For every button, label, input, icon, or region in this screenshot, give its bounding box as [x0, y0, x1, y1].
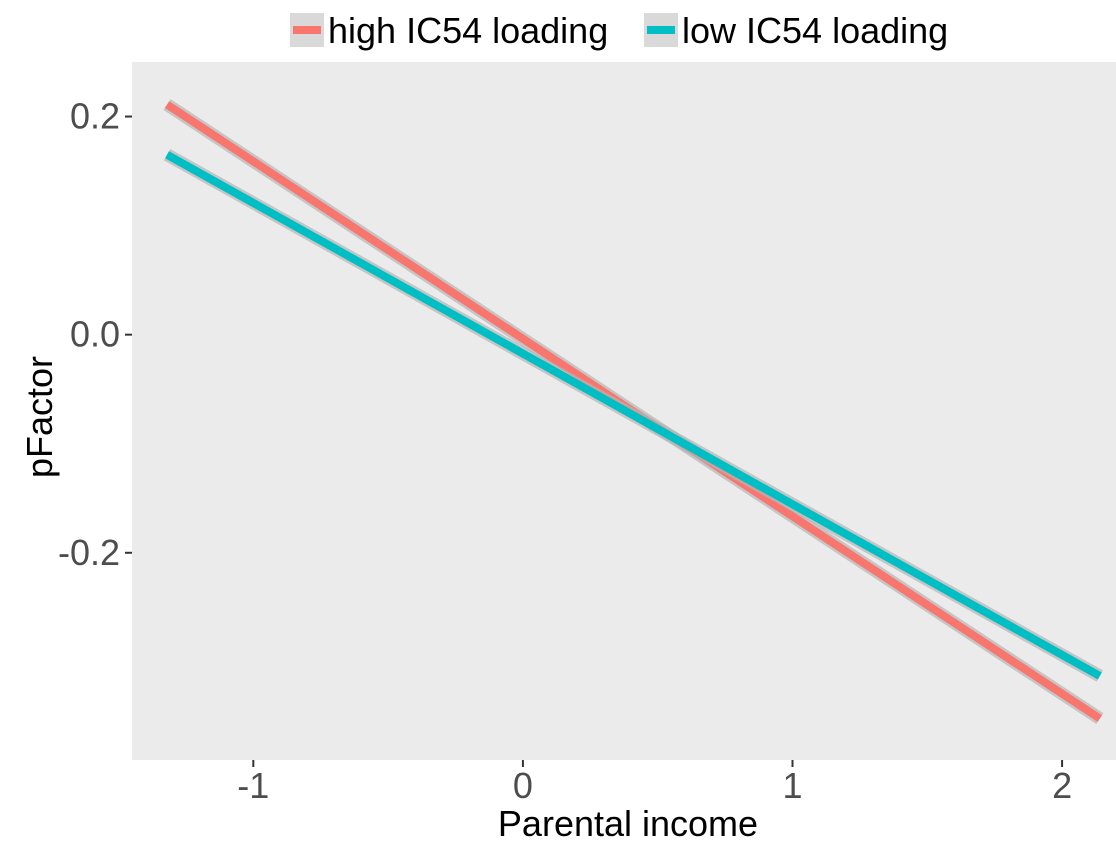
y-tick-label: 0.0 [70, 314, 120, 355]
legend-label-1: high IC54 loading [328, 10, 608, 51]
series-2-line [165, 151, 1102, 680]
y-tick-label: 0.2 [70, 96, 120, 137]
x-tick-label: 1 [782, 765, 802, 806]
y-axis-title: pFactor [19, 356, 60, 478]
x-tick-label: -1 [237, 765, 269, 806]
y-tick-label: -0.2 [58, 532, 120, 573]
y-axis: -0.2 0.0 0.2 [58, 96, 132, 573]
legend: high IC54 loading low IC54 loading [290, 10, 948, 51]
x-axis-title: Parental income [498, 803, 758, 842]
x-axis: -1 0 1 2 [237, 760, 1072, 806]
legend-label-2: low IC54 loading [682, 10, 948, 51]
series-group [163, 99, 1104, 724]
x-tick-label: 2 [1052, 765, 1072, 806]
x-tick-label: 0 [513, 765, 533, 806]
